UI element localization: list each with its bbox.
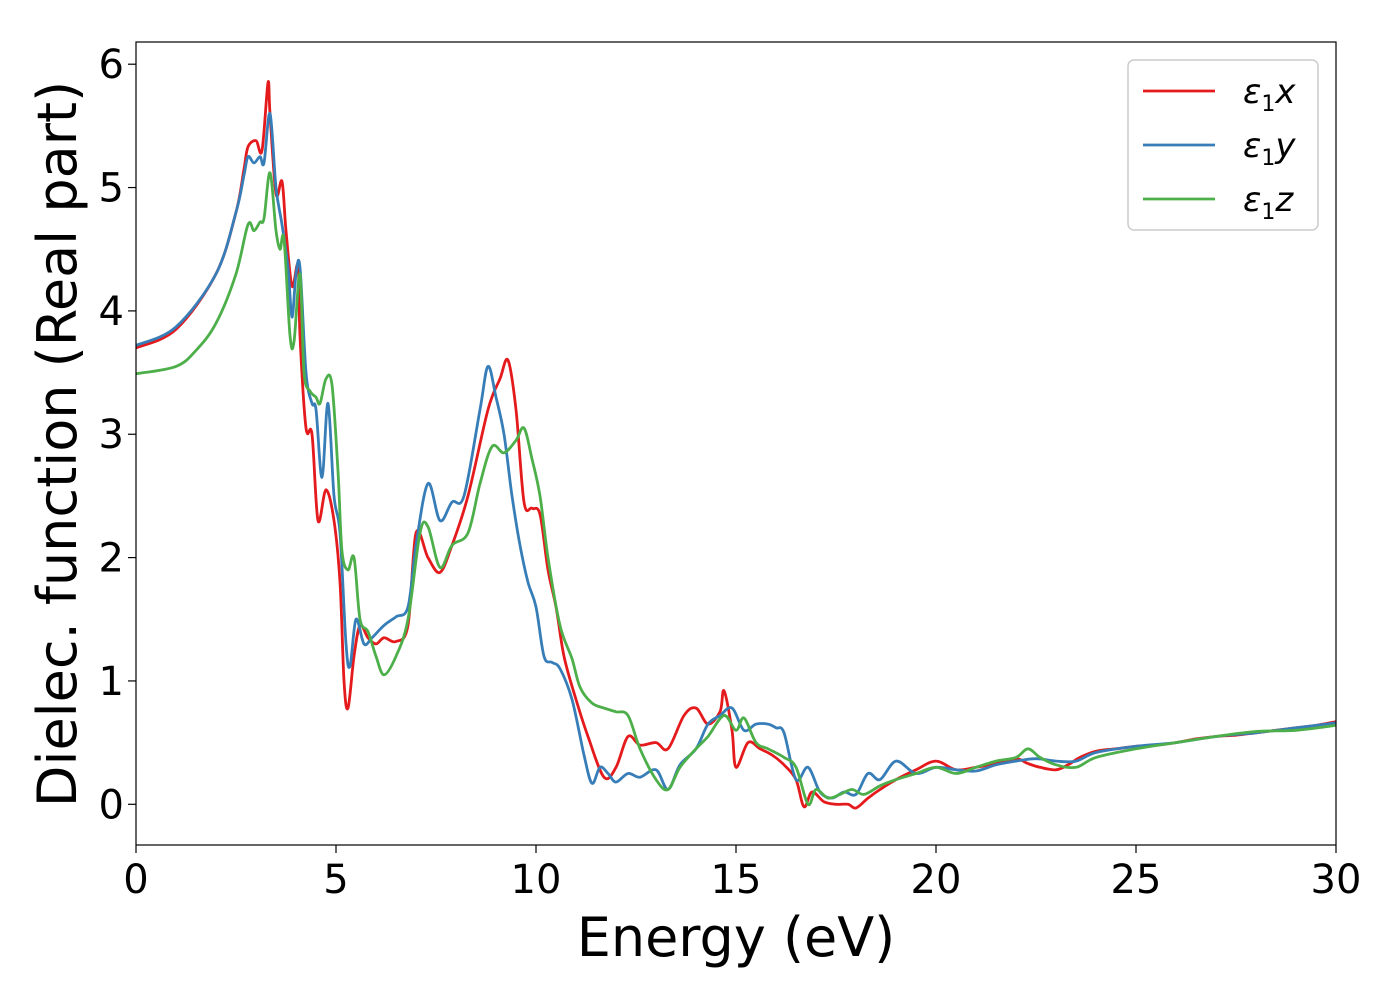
legend-label-main: ε (1243, 72, 1261, 112)
legend-label-axis: x (1274, 72, 1296, 112)
y-tick-label: 5 (99, 166, 124, 212)
y-axis-title: Dielec. function (Real part) (26, 81, 89, 807)
x-tick-label: 30 (1311, 857, 1362, 903)
legend-label-main: ε (1243, 180, 1261, 220)
series-line-z (136, 171, 1336, 807)
legend-label-subscript: 1 (1261, 146, 1275, 171)
x-tick-label: 10 (511, 857, 562, 903)
legend-label-x: ε1x (1243, 72, 1296, 117)
legend-label-axis: z (1274, 180, 1294, 220)
y-tick-label: 4 (99, 289, 124, 335)
y-tick-label: 2 (99, 536, 124, 582)
x-tick-label: 25 (1111, 857, 1162, 903)
x-tick-label: 0 (123, 857, 148, 903)
x-axis-title: Energy (eV) (577, 906, 896, 969)
y-tick-label: 6 (99, 42, 124, 88)
legend-label-axis: y (1274, 126, 1296, 166)
series-line-x (136, 80, 1336, 810)
x-axis: 0 5 10 15 20 25 30 (123, 845, 1361, 903)
series-layer (136, 80, 1336, 810)
x-tick-label: 15 (711, 857, 762, 903)
x-tick-label: 20 (911, 857, 962, 903)
y-tick-label: 0 (99, 782, 124, 828)
legend-label-subscript: 1 (1261, 92, 1275, 117)
y-tick-label: 1 (99, 659, 124, 705)
x-tick-label: 5 (323, 857, 348, 903)
series-line-y (136, 112, 1336, 800)
y-axis: 0 1 2 3 4 5 6 (99, 42, 136, 828)
y-tick-label: 3 (99, 412, 124, 458)
legend-label-subscript: 1 (1261, 200, 1275, 225)
legend-box (1127, 59, 1319, 231)
legend-label-y: ε1y (1243, 126, 1296, 171)
legend-label-z: ε1z (1243, 180, 1294, 225)
legend-label-main: ε (1243, 126, 1261, 166)
